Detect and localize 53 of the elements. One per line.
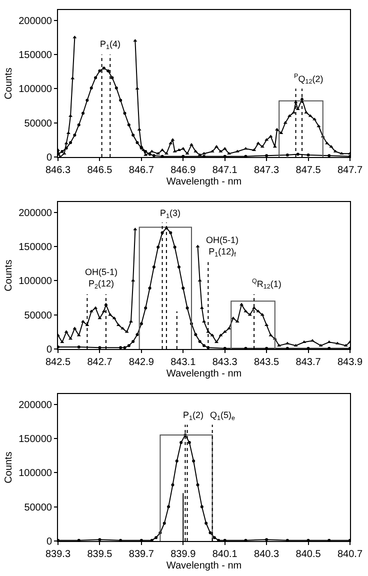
y-tick-label: 150000 — [18, 50, 52, 61]
x-tick-label: 843.9 — [337, 357, 363, 368]
y-tick-label: 150000 — [18, 434, 52, 445]
y-tick-label: 200000 — [18, 16, 52, 27]
x-tick-label: 842.9 — [128, 357, 154, 368]
x-tick-label: 840.3 — [254, 549, 280, 560]
x-tick-label: 839.7 — [128, 549, 154, 560]
x-tick-label: 846.7 — [128, 165, 154, 176]
y-tick-label: 50000 — [24, 310, 52, 322]
x-tick-label: 847.3 — [254, 165, 280, 176]
y-axis-title: Counts — [4, 68, 15, 100]
y-tick-label: 0 — [46, 536, 52, 548]
annotation: P$_{1}$(3) — [160, 208, 181, 220]
x-tick-label: 842.7 — [87, 357, 113, 368]
annotation: $^{Q}$R$_{12}$(1) — [252, 278, 282, 291]
y-tick-label: 200000 — [18, 400, 52, 411]
y-tick-label: 100000 — [18, 468, 52, 480]
x-tick-label: 843.1 — [170, 357, 196, 368]
x-tick-label: 840.1 — [212, 549, 238, 560]
x-tick-label: 847.7 — [337, 165, 363, 176]
annotation: Q$_{1}$(5)$_{e}$ — [210, 410, 236, 422]
x-tick-label: 846.9 — [170, 165, 196, 176]
x-tick-label: 842.5 — [45, 357, 71, 368]
y-tick-label: 200000 — [18, 208, 52, 219]
annotation: OH(5-1) P$_{1}$(12)$_{f}$ — [206, 235, 239, 259]
y-tick-label: 0 — [46, 152, 52, 164]
annotation: P$_{1}$(2) — [183, 410, 204, 422]
y-tick-label: 50000 — [24, 502, 52, 514]
x-tick-label: 847.5 — [296, 165, 322, 176]
x-axis-title: Wavelength - nm — [166, 368, 242, 380]
x-tick-label: 839.5 — [87, 549, 113, 560]
x-tick-label: 840.7 — [337, 549, 363, 560]
x-tick-label: 839.9 — [170, 549, 196, 560]
y-axis-title: Counts — [4, 260, 15, 292]
x-tick-label: 839.3 — [45, 549, 71, 560]
y-tick-label: 150000 — [18, 242, 52, 253]
x-tick-label: 840.5 — [296, 549, 322, 560]
x-axis-title: Wavelength - nm — [166, 560, 242, 572]
y-tick-label: 50000 — [24, 118, 52, 130]
annotation: OH(5-1) P$_{2}$(12) — [85, 267, 118, 291]
x-axis-title: Wavelength - nm — [166, 176, 242, 188]
x-tick-label: 847.1 — [212, 165, 238, 176]
y-axis-title: Counts — [4, 452, 15, 484]
x-tick-label: 846.5 — [87, 165, 113, 176]
x-tick-label: 843.5 — [254, 357, 280, 368]
x-tick-label: 843.3 — [212, 357, 238, 368]
x-tick-label: 843.7 — [296, 357, 322, 368]
annotation: P$_{1}$(4) — [100, 39, 121, 51]
y-tick-label: 0 — [46, 344, 52, 356]
x-tick-label: 846.3 — [45, 165, 71, 176]
annotation: $^{P}$Q$_{12}$(2) — [294, 73, 324, 86]
y-tick-label: 100000 — [18, 84, 52, 96]
y-tick-label: 100000 — [18, 276, 52, 288]
